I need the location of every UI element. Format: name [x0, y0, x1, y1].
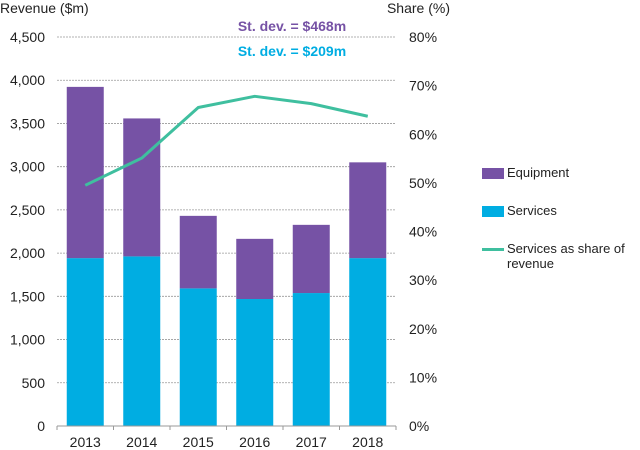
y-tick-label: 1,500	[10, 288, 45, 304]
x-tick-label: 2017	[296, 434, 327, 450]
y-right-tick-label: 50%	[409, 175, 437, 191]
bar-services	[349, 258, 387, 426]
y-tick-label: 3,500	[10, 115, 45, 131]
x-tick-label: 2014	[126, 434, 157, 450]
bar-equipment	[179, 215, 217, 289]
x-tick-label: 2018	[352, 434, 383, 450]
stdev-equipment-annotation: St. dev. = $468m	[238, 18, 346, 34]
y-tick-label: 0	[37, 418, 45, 434]
legend-swatch-services	[482, 206, 504, 217]
bar-equipment	[349, 162, 387, 259]
y-right-tick-label: 60%	[409, 126, 437, 142]
legend-item-services: Services	[482, 203, 640, 218]
bar-equipment	[123, 118, 161, 257]
x-tick-label: 2013	[70, 434, 101, 450]
bar-equipment	[292, 224, 330, 294]
bar-equipment	[236, 238, 274, 300]
bar-equipment	[66, 86, 104, 259]
legend-label-services: Services	[507, 203, 557, 218]
legend-swatch-share	[482, 248, 504, 251]
stdev-services-annotation: St. dev. = $209m	[238, 43, 346, 59]
y-tick-label: 4,500	[10, 29, 45, 45]
bar-services	[66, 258, 104, 426]
y-right-tick-label: 70%	[409, 78, 437, 94]
bar-services	[179, 288, 217, 426]
y-tick-label: 4,000	[10, 72, 45, 88]
y-axis-title: Revenue ($m)	[0, 0, 89, 16]
x-tick-label: 2015	[183, 434, 214, 450]
legend-item-equipment: Equipment	[482, 165, 640, 180]
legend-label-equipment: Equipment	[507, 165, 570, 180]
y-right-tick-label: 0%	[409, 418, 429, 434]
y-right-tick-label: 40%	[409, 224, 437, 240]
legend-label-share: Services as share of revenue	[507, 241, 625, 271]
bar-services	[236, 299, 274, 426]
y-right-axis-title: Share (%)	[387, 0, 450, 16]
legend-item-share: Services as share of revenue	[482, 241, 632, 271]
bar-services	[123, 256, 161, 426]
legend-swatch-equipment	[482, 168, 504, 179]
y-right-tick-label: 20%	[409, 321, 437, 337]
y-tick-label: 3,000	[10, 159, 45, 175]
x-tick-label: 2016	[239, 434, 270, 450]
y-tick-label: 1,000	[10, 332, 45, 348]
bar-services	[292, 293, 330, 426]
y-right-tick-label: 80%	[409, 29, 437, 45]
y-right-tick-label: 30%	[409, 272, 437, 288]
y-tick-label: 500	[22, 375, 46, 391]
y-tick-label: 2,500	[10, 202, 45, 218]
share-line	[84, 94, 369, 187]
y-right-tick-label: 10%	[409, 369, 437, 385]
y-tick-label: 2,000	[10, 245, 45, 261]
